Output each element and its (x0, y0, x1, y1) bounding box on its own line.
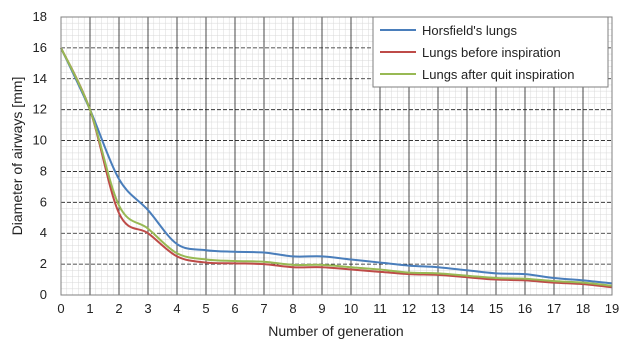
x-tick-label: 13 (431, 301, 445, 316)
tick-labels: 0 1 2 3 4 5 6 7 8 9 10 11 12 13 14 15 16 17 18 190246810121… (33, 9, 620, 316)
y-tick-label: 4 (40, 225, 47, 240)
x-tick-label: 5 (202, 301, 209, 316)
x-tick-label: 6 (231, 301, 238, 316)
series-line-0 (60, 47, 613, 285)
legend-label-after-inspiration: Lungs after quit inspiration (422, 67, 574, 82)
x-tick-label: 17 (547, 301, 561, 316)
x-tick-label: 1 (86, 301, 93, 316)
x-tick-label: 19 (605, 301, 619, 316)
series-line-1 (60, 47, 613, 289)
x-tick-label: 10 (344, 301, 358, 316)
y-axis-title: Diameter of airways [mm] (9, 77, 25, 236)
x-tick-label: 12 (402, 301, 416, 316)
x-tick-label: 11 (373, 301, 387, 316)
x-tick-label: 0 (57, 301, 64, 316)
series-line-2 (60, 47, 613, 287)
x-tick-label: 8 (289, 301, 296, 316)
x-tick-label: 7 (260, 301, 267, 316)
legend-label-horsfield: Horsfield's lungs (422, 23, 517, 38)
x-tick-label: 16 (518, 301, 532, 316)
y-tick-label: 16 (33, 40, 47, 55)
x-tick-label: 18 (576, 301, 590, 316)
y-tick-label: 0 (40, 287, 47, 302)
x-tick-label: 4 (173, 301, 180, 316)
x-tick-label: 14 (460, 301, 474, 316)
y-tick-label: 12 (33, 102, 47, 117)
y-tick-label: 18 (33, 9, 47, 24)
plot-area-border (60, 16, 613, 296)
y-tick-label: 2 (40, 256, 47, 271)
x-tick-label: 9 (318, 301, 325, 316)
y-tick-label: 10 (33, 133, 47, 148)
x-tick-label: 3 (144, 301, 151, 316)
x-axis-title: Number of generation (268, 323, 403, 339)
y-tick-label: 8 (40, 163, 47, 178)
y-tick-label: 6 (40, 194, 47, 209)
x-tick-label: 15 (489, 301, 503, 316)
legend-label-before-inspiration: Lungs before inspiration (422, 45, 561, 60)
x-tick-label: 2 (115, 301, 122, 316)
y-tick-label: 14 (33, 71, 47, 86)
series-lines (60, 47, 613, 289)
legend: Horsfield's lungs Lungs before inspirati… (372, 16, 609, 88)
